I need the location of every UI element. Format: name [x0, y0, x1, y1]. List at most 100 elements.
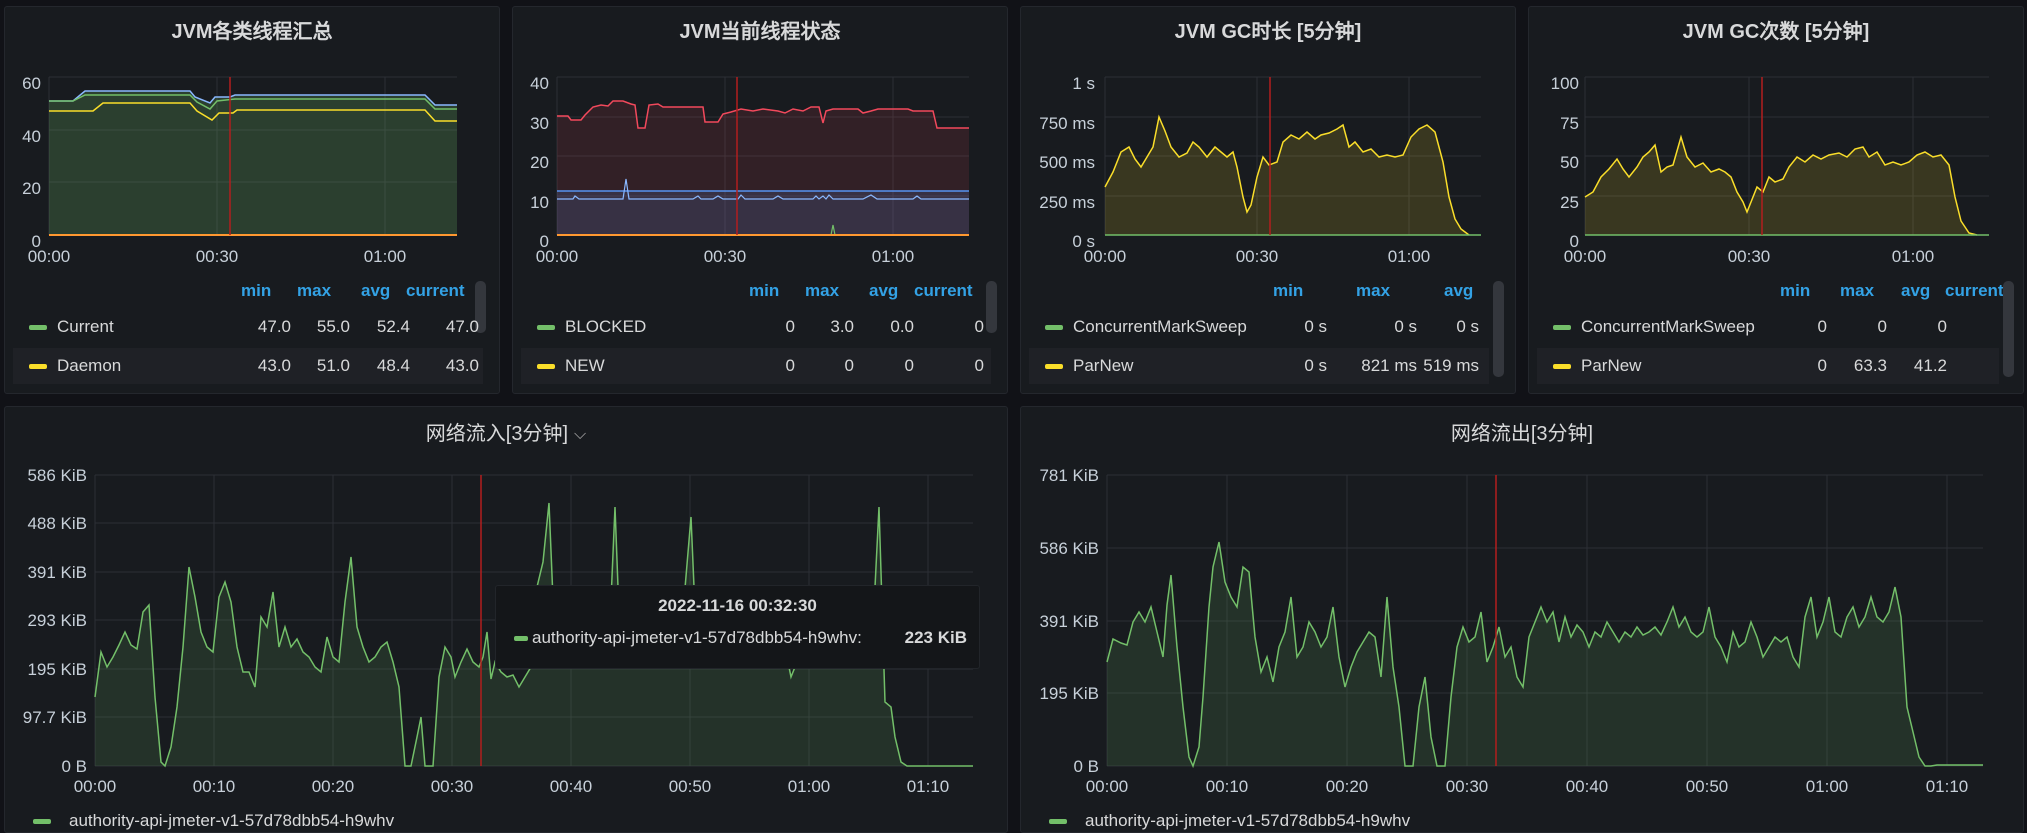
panel-jvm-thread-states[interactable]: JVM当前线程状态 40 30 20 10 0 00:00 00:30 01:0… — [512, 6, 1008, 394]
legend-name: Current — [57, 317, 114, 336]
panel-network-out[interactable]: 网络流出[3分钟] 781 KiB 586 KiB 391 KiB 195 Ki… — [1020, 406, 2024, 833]
legend-name: BLOCKED — [565, 317, 647, 336]
legend-header-avg[interactable]: avg — [361, 281, 391, 300]
legend-max: 0 s — [1394, 317, 1417, 336]
legend-scrollbar[interactable] — [2003, 281, 2014, 377]
panel-title[interactable]: 网络流出[3分钟] — [1450, 423, 1594, 445]
tooltip-value: 223 KiB — [904, 628, 967, 647]
x-tick: 00:40 — [1566, 777, 1609, 796]
x-tick: 01:10 — [907, 777, 950, 796]
legend-name: authority-api-jmeter-v1-57d78dbb54-h9whv — [1085, 811, 1411, 830]
legend-swatch — [1553, 325, 1571, 330]
y-tick: 1 s — [1072, 74, 1095, 93]
legend-row[interactable]: BLOCKED 0 3.0 0.0 0 — [521, 309, 991, 345]
legend-swatch — [33, 819, 51, 824]
legend-max: 51.0 — [316, 356, 350, 375]
legend-min: 0 s — [1304, 317, 1327, 336]
x-tick: 00:30 — [1236, 247, 1279, 266]
legend-row[interactable]: Current 47.0 55.0 52.4 47.0 — [13, 309, 483, 345]
panel-jvm-gc-duration[interactable]: JVM GC时长 [5分钟] 1 s 750 ms 500 ms 250 ms … — [1020, 6, 1516, 394]
legend-header-max[interactable]: max — [1356, 281, 1391, 300]
x-tick: 00:30 — [704, 247, 747, 266]
x-tick: 00:50 — [669, 777, 712, 796]
x-tick: 00:10 — [193, 777, 236, 796]
panel-jvm-gc-count[interactable]: JVM GC次数 [5分钟] 100 75 50 25 0 00:00 00:3… — [1528, 6, 2024, 394]
legend-scrollbar[interactable] — [986, 281, 997, 333]
legend-row[interactable]: ConcurrentMarkSweep 0 s 0 s 0 s — [1029, 309, 1489, 345]
legend-row[interactable]: ParNew 0 63.3 41.2 — [1537, 348, 1999, 384]
legend-header-current[interactable]: current — [1945, 281, 2004, 300]
legend-scrollbar[interactable] — [1493, 281, 1504, 377]
y-tick: 391 KiB — [27, 563, 87, 582]
series-line — [1106, 541, 1983, 769]
panel-title[interactable]: JVM GC时长 [5分钟] — [1174, 21, 1362, 43]
panel-title[interactable]: JVM当前线程状态 — [679, 21, 841, 43]
legend-header-min[interactable]: min — [241, 281, 272, 300]
x-tick: 01:00 — [1892, 247, 1935, 266]
legend-header-min[interactable]: min — [749, 281, 780, 300]
legend-max: 0 — [1877, 317, 1887, 336]
y-tick: 20 — [22, 179, 41, 198]
y-axis: 781 KiB 586 KiB 391 KiB 195 KiB 0 B — [1039, 466, 1099, 776]
legend-current: 47.0 — [445, 317, 479, 336]
network-out-graph[interactable]: 781 KiB 586 KiB 391 KiB 195 KiB 0 B 00:0… — [1021, 407, 2024, 807]
legend-current: 0 — [974, 317, 984, 336]
legend-swatch — [537, 325, 555, 330]
gc-duration-graph[interactable]: 1 s 750 ms 500 ms 250 ms 0 s 00:00 00:30… — [1021, 7, 1516, 267]
legend-header-min[interactable]: min — [1273, 281, 1304, 300]
legend-row[interactable]: Daemon 43.0 51.0 48.4 43.0 — [13, 348, 483, 384]
series-area — [49, 91, 457, 235]
chevron-down-icon[interactable]: ⌵ — [574, 426, 587, 443]
legend-name: NEW — [565, 356, 605, 375]
series-area — [1585, 137, 1977, 235]
y-tick: 0 B — [61, 757, 87, 776]
legend-max: 63.3 — [1853, 356, 1887, 375]
legend-min: 0 — [785, 317, 795, 336]
legend-min: 0 — [1817, 356, 1827, 375]
legend-header-max[interactable]: max — [297, 281, 332, 300]
legend-header-current[interactable]: current — [914, 281, 973, 300]
x-tick: 01:10 — [1926, 777, 1969, 796]
legend-header-max[interactable]: max — [805, 281, 840, 300]
legend-row[interactable]: ConcurrentMarkSweep 0 0 0 — [1537, 309, 1999, 345]
y-tick: 20 — [530, 153, 549, 172]
thread-states-graph[interactable]: 40 30 20 10 0 00:00 00:30 01:00 — [513, 7, 1008, 267]
series-line-parnew — [1584, 134, 1978, 236]
threads-summary-graph[interactable]: 60 40 20 0 00:00 00:30 01:00 — [5, 7, 500, 267]
legend-name: authority-api-jmeter-v1-57d78dbb54-h9whv — [69, 811, 395, 830]
series-line-runnable — [557, 100, 969, 129]
series-line-daemon — [49, 102, 457, 122]
y-tick: 293 KiB — [27, 611, 87, 630]
x-tick: 01:00 — [1806, 777, 1849, 796]
panel-title[interactable]: 网络流入[3分钟] ⌵ — [5, 417, 1007, 446]
panel-jvm-threads-summary[interactable]: JVM各类线程汇总 60 40 20 0 00:00 00:30 01:00 m… — [4, 6, 500, 394]
legend-header-avg[interactable]: avg — [869, 281, 899, 300]
panel-title[interactable]: JVM GC次数 [5分钟] — [1682, 21, 1870, 43]
legend-avg: 52.4 — [376, 317, 410, 336]
y-axis: 40 30 20 10 0 — [530, 74, 549, 251]
gc-count-graph[interactable]: 100 75 50 25 0 00:00 00:30 01:00 — [1529, 7, 2024, 267]
series-area-red — [557, 101, 969, 235]
series-line-parnew — [1104, 114, 1470, 236]
x-tick: 00:00 — [536, 247, 579, 266]
legend-header-current[interactable]: current — [406, 281, 465, 300]
legend-row[interactable]: NEW 0 0 0 0 — [521, 348, 991, 384]
x-tick: 00:20 — [1326, 777, 1369, 796]
y-tick: 0 B — [1073, 757, 1099, 776]
legend-header-min[interactable]: min — [1780, 281, 1811, 300]
legend-header-avg[interactable]: avg — [1901, 281, 1931, 300]
legend-row[interactable]: ParNew 0 s 821 ms 519 ms — [1029, 348, 1489, 384]
legend-min: 0 — [785, 356, 795, 375]
legend-header-max[interactable]: max — [1840, 281, 1875, 300]
x-axis: 00:00 00:30 01:00 — [1084, 247, 1431, 266]
legend-header-avg[interactable]: avg — [1444, 281, 1474, 300]
legend-swatch — [1553, 364, 1571, 369]
y-tick: 40 — [530, 74, 549, 93]
panel-title[interactable]: JVM各类线程汇总 — [171, 21, 333, 43]
legend-avg: 0 s — [1456, 317, 1479, 336]
legend-swatch — [1045, 325, 1063, 330]
y-tick: 30 — [530, 114, 549, 133]
legend-scrollbar[interactable] — [475, 281, 486, 333]
legend-avg: 0 — [904, 356, 914, 375]
y-tick: 25 — [1560, 193, 1579, 212]
